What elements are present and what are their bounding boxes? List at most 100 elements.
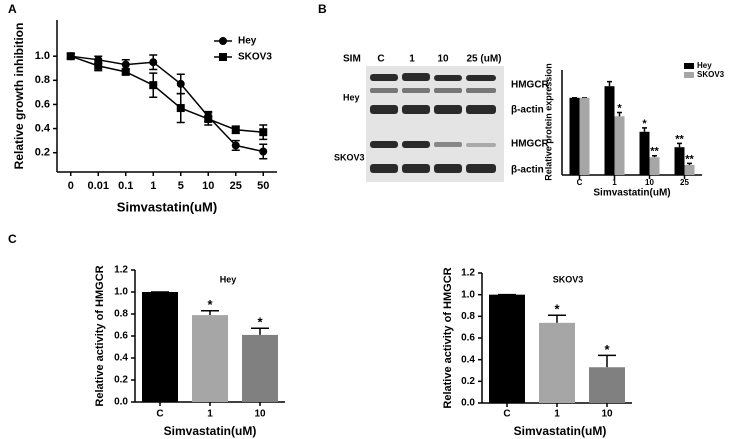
bar <box>579 97 590 175</box>
y-tick-label: 0.4 <box>35 122 51 134</box>
bar <box>674 147 685 175</box>
blot-lane: C <box>377 54 384 65</box>
panel-label: B <box>318 2 327 16</box>
error-bar <box>617 111 622 117</box>
marker <box>259 147 268 156</box>
x-tick-label: 10 <box>645 178 654 187</box>
blot-bands <box>370 73 496 173</box>
marker <box>149 58 158 67</box>
significance-label: ** <box>650 146 659 158</box>
bar <box>142 292 178 402</box>
error-bar <box>642 127 647 132</box>
x-axis-label: Simvastatin(uM) <box>514 424 607 438</box>
bar <box>192 315 228 402</box>
y-tick-label: 0.4 <box>114 353 128 364</box>
x-tick-label: 1 <box>150 180 156 192</box>
blot-protein: β-actin <box>511 165 544 176</box>
chart-title: Hey <box>220 274 237 284</box>
blot-treatment: SIM <box>343 54 361 65</box>
blot-protein: β-actin <box>511 105 544 116</box>
x-axis-label: Simvastatin(uM) <box>164 424 257 438</box>
x-tick-label: 0.01 <box>88 180 109 192</box>
y-tick-label: 0.2 <box>461 376 475 387</box>
x-tick-label: 5 <box>178 180 184 192</box>
bar <box>539 322 575 403</box>
legend-label: Hey <box>238 36 257 47</box>
y-tick-label: 0.0 <box>114 397 128 408</box>
marker <box>121 60 130 69</box>
bar <box>639 131 650 175</box>
y-tick-label: 1.2 <box>114 265 128 276</box>
marker <box>66 52 75 61</box>
bar <box>569 97 580 175</box>
legend-marker <box>219 37 227 45</box>
panel-label: C <box>8 232 17 246</box>
y-axis-label: Relative activity of HMGCR <box>94 265 106 406</box>
x-axis-label: Simvastatin(uM) <box>117 199 217 214</box>
blot-lane: 10 <box>437 54 449 65</box>
y-tick-label: 0.0 <box>461 398 475 409</box>
y-tick-label: 1.0 <box>114 287 128 298</box>
blot-protein: HMGCR <box>511 139 550 150</box>
error-bar <box>677 142 682 148</box>
western-blot: SIM C 1 10 25 (uM) Hey SKOV3 HMGCR β-act… <box>334 54 550 182</box>
bar <box>649 157 660 175</box>
panel-label: A <box>8 2 17 16</box>
y-tick-label: 1.0 <box>461 289 475 300</box>
x-tick-label: 25 <box>680 178 689 187</box>
blot-protein: HMGCR <box>511 80 550 91</box>
significance-label: ** <box>675 133 684 145</box>
legend-swatch <box>684 72 694 78</box>
bar <box>614 116 625 175</box>
bar <box>604 86 615 175</box>
significance-label: * <box>642 118 647 130</box>
x-tick-label: C <box>577 178 583 187</box>
x-axis-label: Simvastatin(uM) <box>593 188 670 199</box>
legend-marker <box>219 53 227 61</box>
line <box>70 55 264 133</box>
significance-label: * <box>554 302 560 317</box>
error-bar <box>548 314 566 323</box>
significance-label: * <box>604 342 610 357</box>
x-tick-label: 10 <box>202 180 214 192</box>
y-tick-label: 0.2 <box>35 147 50 159</box>
y-axis-label: Relative growth inhibition <box>12 23 26 170</box>
bar <box>242 334 278 402</box>
y-tick-label: 1.0 <box>35 50 50 62</box>
x-tick-label: C <box>156 409 163 420</box>
legend-label: SKOV3 <box>238 52 272 63</box>
significance-label: ** <box>685 153 694 165</box>
x-tick-label: C <box>503 409 510 420</box>
marker <box>259 128 268 137</box>
marker <box>204 114 213 123</box>
marker <box>121 67 130 76</box>
blot-background <box>366 66 504 182</box>
y-tick-label: 0.4 <box>461 354 475 365</box>
bar <box>489 294 525 403</box>
line <box>70 55 264 153</box>
legend-label: Hey <box>697 61 712 70</box>
significance-label: * <box>257 315 263 330</box>
error-bar <box>251 327 269 335</box>
error-bar <box>652 154 657 158</box>
error-bar <box>201 309 219 316</box>
blot-lane: 1 <box>409 54 415 65</box>
y-tick-label: 0.8 <box>461 311 475 322</box>
marker <box>176 79 185 88</box>
significance-label: * <box>207 297 213 312</box>
marker <box>94 61 103 70</box>
x-tick-label: 0.1 <box>118 180 133 192</box>
error-bar <box>598 354 616 368</box>
error-bar <box>607 80 612 87</box>
error-bar <box>687 162 692 165</box>
bar <box>684 164 695 175</box>
x-tick-label: 1 <box>207 409 213 420</box>
x-tick-label: 1 <box>554 409 560 420</box>
blot-cell-line: SKOV3 <box>334 152 365 162</box>
marker <box>231 125 240 134</box>
marker <box>176 104 185 113</box>
x-tick-label: 50 <box>257 180 269 192</box>
y-tick-label: 0.6 <box>35 98 50 110</box>
marker <box>149 81 158 90</box>
y-tick-label: 0.6 <box>461 333 475 344</box>
